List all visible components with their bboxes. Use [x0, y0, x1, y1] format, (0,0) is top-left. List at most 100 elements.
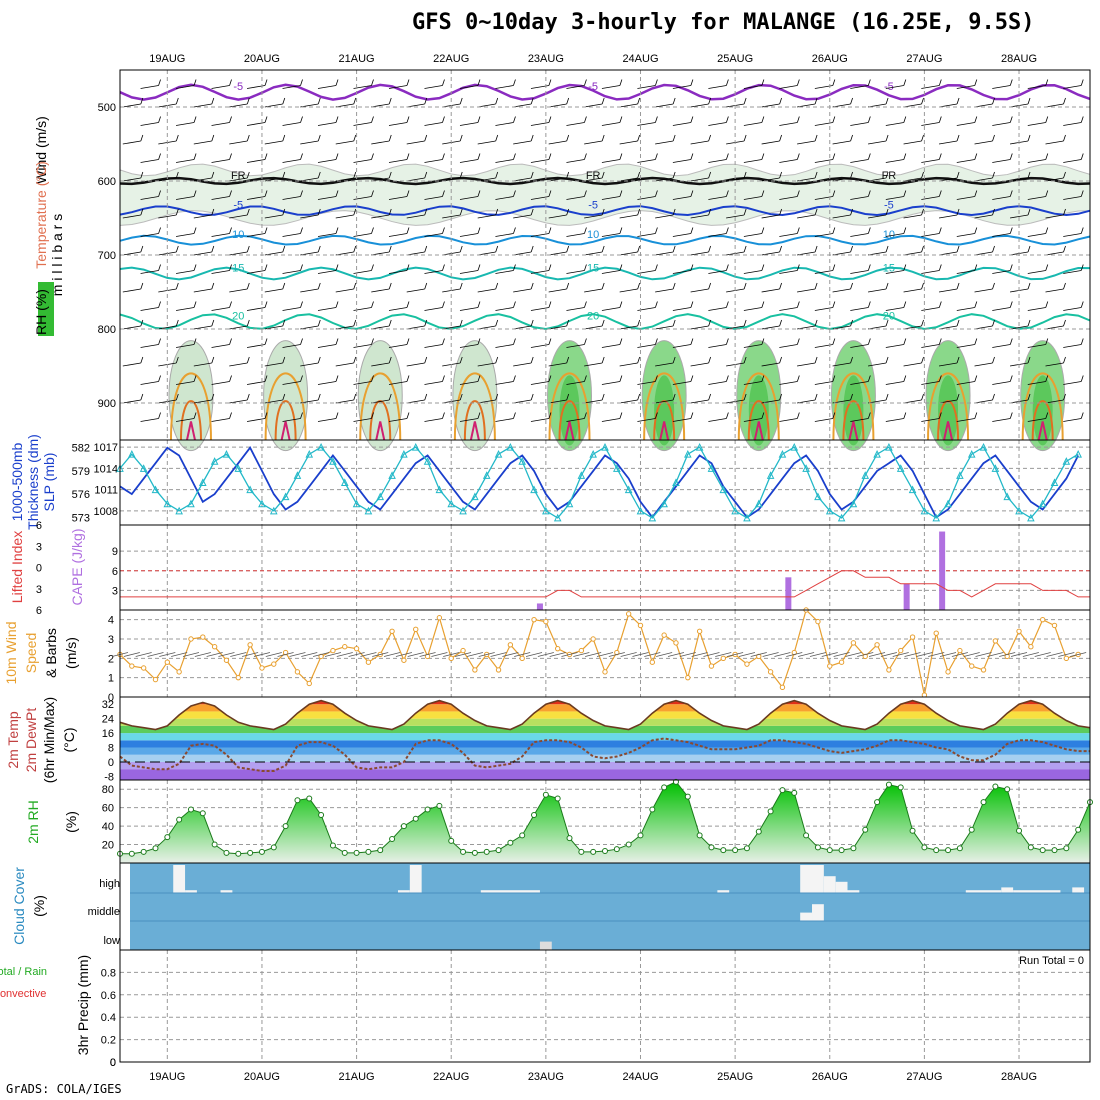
wind-barb — [779, 122, 798, 126]
wind-barb-flag — [229, 412, 232, 419]
temp-contour — [119, 176, 1091, 186]
wind-barb-flag — [1009, 116, 1013, 123]
rh-marker — [743, 845, 750, 852]
wind-barb-flag — [246, 319, 250, 327]
wind-barb — [193, 103, 212, 108]
wind-barb-flag — [655, 190, 658, 197]
wind-barb-flag — [229, 116, 232, 123]
wind-barb — [548, 325, 567, 330]
wind-barb-flag — [1080, 338, 1084, 345]
warm-loop — [548, 372, 591, 441]
wind-barb-flag — [708, 282, 712, 290]
wind-barb-flag — [850, 393, 853, 401]
wind-barb — [655, 177, 674, 182]
wind-barb-flag — [442, 79, 445, 86]
wind-barb-flag — [850, 319, 853, 327]
wind-barb-flag — [424, 393, 428, 401]
wind-barb-flag — [832, 116, 836, 123]
wind-barb-flag — [584, 264, 587, 271]
wind-barb-flag — [548, 116, 552, 123]
wind-barb — [282, 270, 301, 274]
wind-barb — [424, 122, 443, 126]
wind-barb — [335, 214, 354, 219]
wind-barb-flag — [921, 245, 924, 253]
wind-barb-flag — [371, 227, 374, 234]
wind-barb-flag — [974, 116, 978, 123]
wind-barb — [601, 270, 620, 274]
wind-barb-flag — [956, 356, 960, 364]
wind-barb — [282, 196, 301, 200]
wind-barb-flag — [956, 97, 960, 105]
wind-barb — [832, 362, 851, 367]
wind-barb — [601, 381, 620, 385]
wind-barb-flag — [424, 97, 428, 105]
rh-marker — [885, 781, 892, 788]
wind-barb-10m — [750, 652, 767, 657]
wind-barb-flag — [140, 319, 144, 327]
wind-barb-flag — [264, 190, 268, 197]
wind-barb-flag — [175, 171, 179, 179]
wind-barb-flag — [335, 227, 339, 234]
wind-barb-flag — [938, 79, 942, 86]
wind-barb-flag — [1045, 375, 1049, 382]
wind-speed-marker — [661, 632, 667, 638]
wind-barb-10m — [454, 652, 472, 657]
wind-barb-10m — [431, 652, 448, 657]
wind-barb-flag — [229, 190, 232, 197]
wind-barb-flag — [371, 301, 374, 308]
wind-barb — [903, 288, 922, 293]
wind-barb — [584, 103, 603, 108]
wind-barb-flag — [832, 412, 836, 419]
wind-barb — [672, 344, 691, 348]
wind-barb-flag — [335, 338, 339, 345]
wind-speed-marker — [590, 636, 596, 642]
wind-barb-flag — [761, 116, 765, 123]
wind-barb — [317, 122, 337, 126]
rh-marker — [613, 846, 620, 853]
wind-barb — [1009, 177, 1029, 182]
wind-barb-flag — [601, 356, 605, 364]
wind-barb — [779, 196, 798, 200]
wind-barb — [672, 122, 691, 126]
wind-barb-flag — [264, 338, 268, 345]
hot-loop — [753, 421, 764, 441]
wind-barb — [761, 288, 780, 293]
wind-barb-flag — [1027, 282, 1031, 290]
wind-barb-10m — [159, 652, 176, 657]
rh-marker — [1063, 845, 1070, 852]
wind-barb-flag — [459, 134, 463, 142]
wind-barb-flag — [513, 412, 516, 419]
date-label-bottom: 24AUG — [622, 1071, 658, 1083]
cape-label: CAPE (J/kg) — [69, 528, 85, 605]
contour-label: 15 — [232, 263, 244, 275]
wind-speed-marker — [306, 680, 312, 687]
wind-barb-flag — [1027, 208, 1031, 216]
wind-barb — [885, 159, 904, 163]
wind-barb-flag — [974, 301, 978, 308]
wind-barb-flag — [655, 116, 658, 123]
wind-barb-flag — [211, 171, 215, 179]
rh-blob — [263, 340, 309, 452]
wind-barb-10m — [608, 652, 625, 657]
wind-speed-marker — [342, 644, 348, 650]
wind-barb-flag — [300, 375, 303, 382]
wind-barb-flag — [513, 338, 516, 345]
wind-barb-flag — [761, 338, 765, 345]
wind-barb-flag — [300, 190, 303, 197]
wind-barb-flag — [388, 97, 392, 105]
wind-barb — [974, 362, 993, 367]
slp-marker — [944, 499, 952, 508]
wind-barb — [743, 381, 762, 385]
wind-barb-flag — [708, 134, 712, 142]
wind-barb-flag — [406, 338, 410, 345]
wind-barb — [743, 270, 762, 274]
wind-barb-flag — [406, 375, 410, 382]
wind-barb-10m — [916, 652, 933, 657]
wind-barb-flag — [655, 375, 658, 382]
wind-barb — [353, 381, 372, 385]
wind-barb — [690, 362, 709, 367]
wind-barb-flag — [193, 338, 197, 345]
wind-barb — [637, 122, 656, 126]
wind-barb-flag — [495, 171, 499, 179]
